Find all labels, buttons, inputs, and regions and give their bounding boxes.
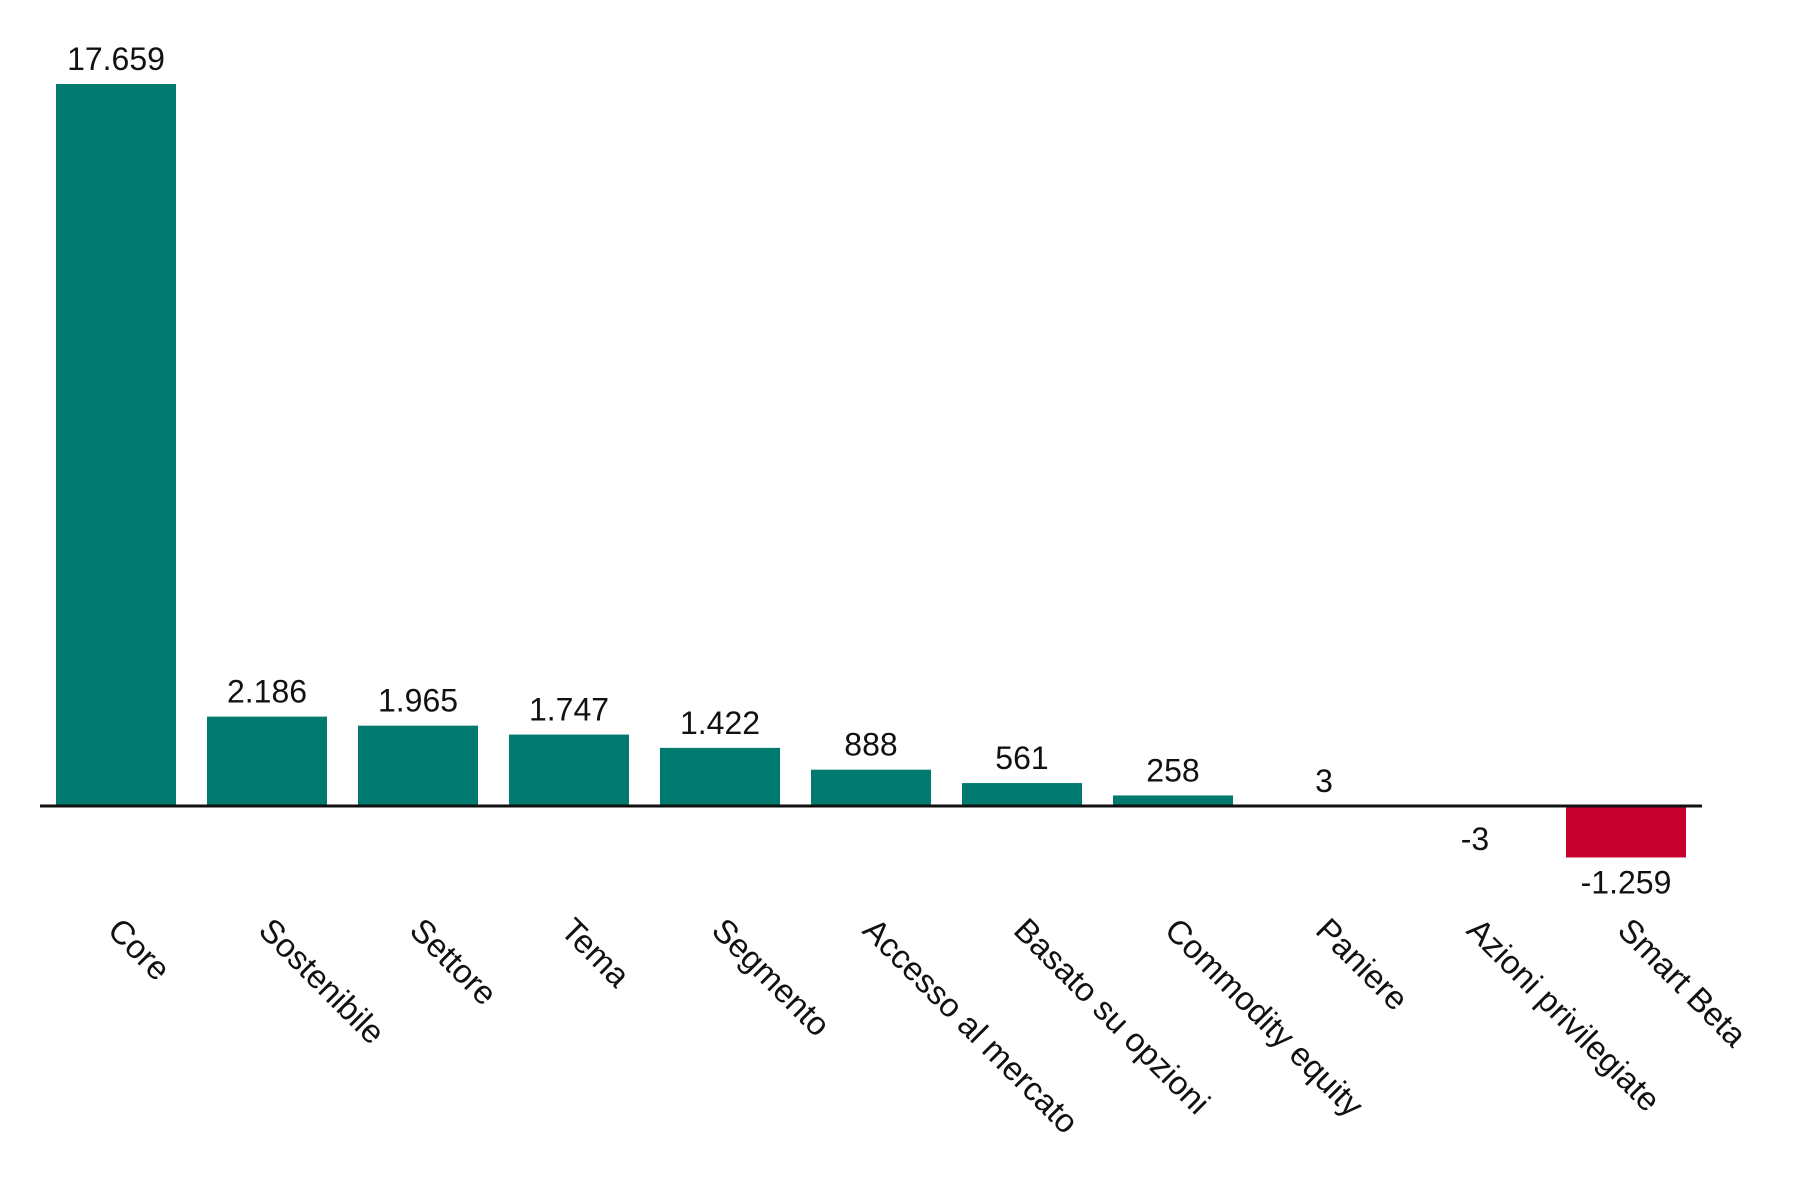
- bar-basato-su-opzioni: [962, 783, 1082, 806]
- value-label-tema: 1.747: [529, 692, 609, 728]
- bar-tema: [509, 734, 629, 806]
- bar-sostenibile: [207, 716, 327, 806]
- value-label-commodity-equity: 258: [1146, 752, 1199, 788]
- category-label-paniere: Paniere: [1309, 911, 1416, 1018]
- category-label-segmento: Segmento: [705, 911, 838, 1044]
- value-label-accesso-al-mercato: 888: [844, 727, 897, 763]
- value-label-smart-beta: -1.259: [1581, 864, 1672, 900]
- value-label-basato-su-opzioni: 561: [995, 740, 1048, 776]
- bar-core: [56, 84, 176, 806]
- bar-segmento: [660, 747, 780, 806]
- value-label-paniere: 3: [1315, 763, 1333, 799]
- category-labels-layer: Core Sostenibile Settore Tema Segmento Access…: [101, 911, 1754, 1141]
- value-label-settore: 1.965: [378, 683, 458, 719]
- category-label-settore: Settore: [403, 911, 504, 1012]
- bar-accesso-al-mercato: [811, 769, 931, 806]
- value-labels-layer: 17.659 2.186 1.965 1.747 1.422 888 561 258 3 -3 -1…: [67, 41, 1671, 900]
- category-label-sostenibile: Sostenibile: [252, 911, 392, 1051]
- bar-settore: [358, 725, 478, 806]
- value-label-core: 17.659: [67, 41, 165, 77]
- value-label-azioni-privilegiate: -3: [1461, 821, 1489, 857]
- bar-smart-beta: [1566, 806, 1686, 858]
- bar-commodity-equity: [1113, 795, 1233, 806]
- category-label-core: Core: [101, 911, 178, 988]
- value-label-sostenibile: 2.186: [227, 674, 307, 710]
- bars-layer: [56, 84, 1686, 858]
- category-label-smart-beta: Smart Beta: [1611, 911, 1754, 1054]
- category-label-tema: Tema: [554, 911, 638, 995]
- value-label-segmento: 1.422: [680, 705, 760, 741]
